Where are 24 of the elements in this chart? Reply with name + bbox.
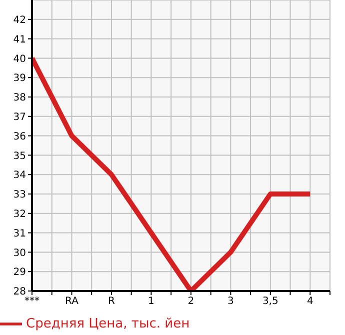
y-tick-label: 42 — [13, 14, 26, 26]
legend-label: Средняя Цена, тыс. йен — [26, 316, 190, 332]
y-tick-label: 38 — [13, 92, 26, 104]
x-tick-label: 4 — [306, 296, 314, 308]
x-tick-label: R — [108, 296, 115, 308]
y-tick-label: 34 — [13, 170, 26, 182]
y-tick-label: 36 — [13, 131, 26, 142]
y-tick-label: 41 — [13, 34, 26, 46]
y-tick-label: 37 — [13, 112, 26, 123]
y-tick-label: 29 — [13, 267, 26, 278]
x-tick-label: 2 — [188, 296, 194, 308]
y-tick-label: 30 — [13, 248, 26, 259]
x-tick-label: RA — [65, 296, 79, 308]
y-tick-label: 40 — [13, 54, 26, 65]
y-tick-label: 32 — [13, 208, 26, 220]
y-tick-label: 35 — [13, 150, 26, 162]
x-tick-label: 3 — [227, 296, 234, 308]
y-tick-label: 33 — [13, 190, 26, 201]
y-tick-label: 31 — [13, 228, 26, 240]
y-tick-label: 39 — [13, 73, 26, 84]
x-tick-label: 3,5 — [262, 296, 278, 308]
x-tick-label: 1 — [148, 296, 154, 308]
y-tick-label: 28 — [13, 286, 26, 298]
x-tick-label: *** — [24, 296, 40, 308]
